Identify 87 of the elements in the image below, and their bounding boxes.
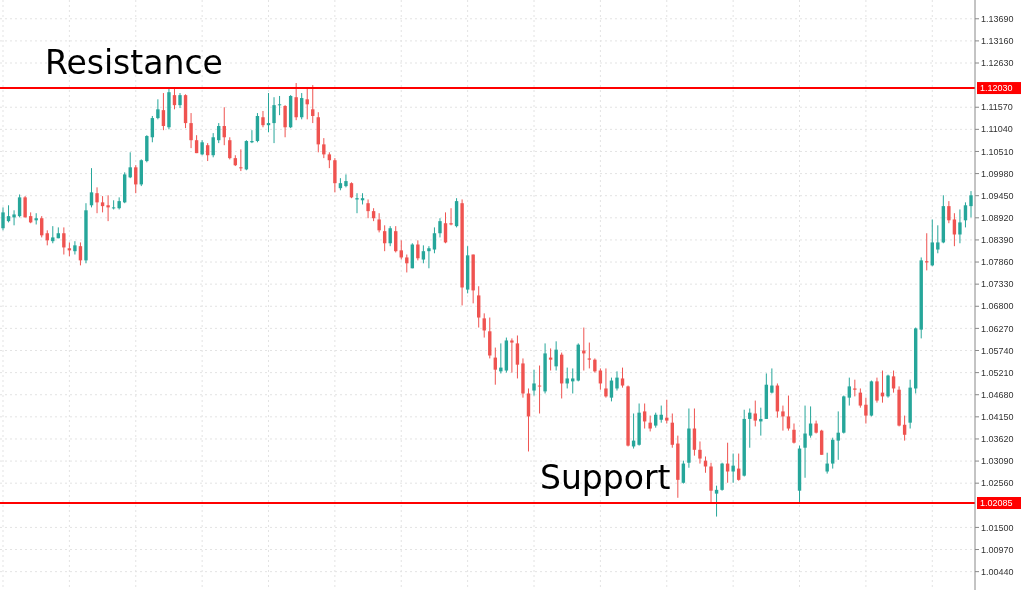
candlestick — [847, 377, 852, 407]
y-tick-label: 1.02560 — [981, 478, 1014, 489]
y-tick-label: 1.05210 — [981, 367, 1014, 378]
candlestick — [333, 157, 337, 193]
y-tick-label: 1.00970 — [981, 544, 1014, 555]
candlestick — [604, 367, 608, 399]
y-tick-label: 1.07860 — [981, 257, 1014, 268]
candlestick — [311, 84, 315, 124]
y-tick-label: 1.13160 — [981, 36, 1014, 47]
y-tick-label: 1.08920 — [981, 212, 1014, 223]
candlestick — [947, 200, 951, 224]
y-tick-label: 1.12630 — [981, 58, 1014, 69]
ref-line-label: 1.12030 — [980, 83, 1013, 94]
candlestick — [432, 226, 437, 254]
candlestick — [803, 405, 807, 479]
candlestick — [537, 365, 542, 414]
candlestick — [62, 226, 66, 256]
candlestick — [322, 137, 326, 159]
candlestick — [12, 209, 16, 226]
y-tick-label: 1.10510 — [981, 146, 1014, 157]
annotation: Support — [540, 458, 671, 497]
y-tick-label: 1.06800 — [981, 301, 1014, 312]
candlestick — [582, 327, 586, 372]
ref-line-label: 1.02085 — [980, 498, 1013, 509]
candlestick — [958, 208, 962, 244]
candlestick — [886, 374, 890, 399]
y-tick-label: 1.06270 — [981, 323, 1014, 334]
candlestick — [825, 452, 829, 475]
candlestick — [770, 367, 774, 394]
candlestick — [239, 148, 243, 172]
candlestick — [416, 239, 420, 261]
candlestick — [698, 440, 702, 465]
candlestick — [510, 337, 514, 374]
y-tick-label: 1.04680 — [981, 389, 1014, 400]
candlestick — [714, 485, 719, 518]
candlestick — [864, 397, 868, 425]
candlestick — [499, 342, 503, 374]
candlestick — [969, 190, 973, 218]
candlestick — [294, 82, 298, 121]
y-tick-label: 1.05740 — [981, 345, 1014, 356]
y-tick-label: 1.11040 — [981, 124, 1013, 135]
y-tick-label: 1.03090 — [981, 456, 1014, 467]
candlestick — [665, 399, 669, 425]
y-tick-label: 1.07330 — [981, 279, 1014, 290]
y-tick-label: 1.08390 — [981, 235, 1014, 246]
candlestick — [366, 198, 370, 219]
candlestick — [449, 207, 453, 226]
y-tick-label: 1.04150 — [981, 411, 1014, 422]
candlestick — [377, 212, 381, 233]
candlestick — [189, 112, 193, 149]
candlestick — [95, 186, 99, 214]
candlestick — [73, 240, 77, 256]
candlestick — [731, 453, 735, 484]
candlestick — [156, 98, 160, 120]
candlestick — [532, 369, 536, 397]
candlestick — [277, 95, 282, 116]
candlestick — [272, 96, 276, 144]
candlestick — [250, 129, 254, 144]
candlestick — [875, 377, 879, 404]
candlestick — [571, 367, 575, 394]
candlestick — [106, 194, 110, 222]
y-tick-label: 1.01500 — [981, 522, 1014, 533]
y-tick-label: 1.09450 — [981, 190, 1014, 201]
candlestick — [587, 342, 592, 369]
candlestick — [781, 405, 785, 432]
candlestick — [211, 132, 215, 158]
candlestick — [283, 104, 287, 138]
y-tick-label: 1.03620 — [981, 434, 1014, 445]
candlestick — [620, 367, 625, 389]
candlestick — [477, 285, 481, 329]
candlestick — [344, 173, 348, 188]
candlestick — [792, 423, 796, 445]
candlestick — [515, 334, 520, 379]
y-tick-label: 1.13690 — [981, 13, 1014, 24]
candlestick — [427, 245, 431, 269]
y-tick-label: 1.11570 — [981, 102, 1013, 113]
candlestick — [554, 340, 558, 372]
candlestick — [615, 370, 619, 392]
candlestick — [355, 192, 359, 214]
candlestick — [936, 224, 940, 254]
candlestick — [438, 217, 442, 238]
candlestick — [261, 110, 265, 128]
candlestick — [1, 206, 5, 231]
y-tick-label: 1.00440 — [981, 566, 1014, 577]
annotation: Resistance — [45, 43, 223, 83]
y-tick-label: 1.09980 — [981, 168, 1014, 179]
candlestick — [786, 395, 791, 432]
